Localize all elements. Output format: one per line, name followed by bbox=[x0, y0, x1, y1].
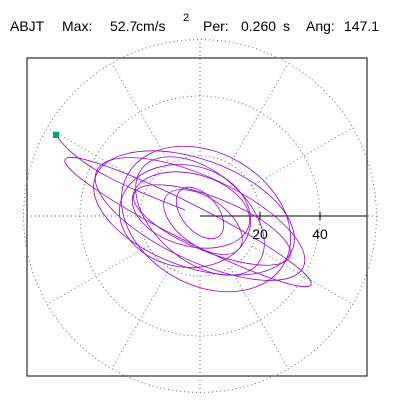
trace-loop-4 bbox=[135, 156, 265, 276]
grid-spoke-60 bbox=[229, 62, 289, 165]
grid-spoke-210 bbox=[46, 245, 149, 305]
angle-value: 147.1 bbox=[344, 18, 380, 34]
x-tick-label-40: 40 bbox=[312, 226, 328, 242]
trace-loop-7 bbox=[175, 186, 225, 240]
trace-loop-8 bbox=[133, 184, 291, 266]
trace-start-segment bbox=[55, 134, 186, 211]
max-value: 52.7 bbox=[110, 18, 138, 34]
angle-label: Ang: bbox=[306, 18, 335, 34]
grid-spoke-30 bbox=[251, 127, 354, 187]
trace-loop-9 bbox=[119, 164, 251, 268]
grid-spoke-240 bbox=[111, 267, 171, 370]
x-tick-label-20: 20 bbox=[252, 226, 268, 242]
trace-loop-0 bbox=[64, 156, 312, 288]
grid-spoke-150 bbox=[46, 127, 149, 187]
start-marker bbox=[53, 132, 59, 138]
grid-spoke-330 bbox=[251, 245, 354, 305]
period-value: 0.260 bbox=[241, 18, 277, 34]
max-unit-exponent: 2 bbox=[183, 12, 190, 24]
trace-loop-1 bbox=[94, 157, 306, 281]
period-unit: s bbox=[283, 18, 290, 34]
trace-loop-3 bbox=[120, 145, 292, 293]
plot-frame bbox=[26, 57, 368, 377]
trace-group bbox=[55, 134, 312, 293]
marker-group bbox=[53, 132, 59, 138]
station-code: ABJT bbox=[10, 18, 45, 34]
max-label: Max: bbox=[62, 18, 93, 34]
trace-loop-5 bbox=[131, 171, 251, 249]
x-axis: 20 40 bbox=[200, 212, 367, 242]
max-unit: cm/s bbox=[136, 18, 166, 34]
grid-spoke-300 bbox=[229, 267, 289, 370]
period-label: Per: bbox=[203, 18, 229, 34]
trace-loop-2 bbox=[93, 150, 295, 276]
